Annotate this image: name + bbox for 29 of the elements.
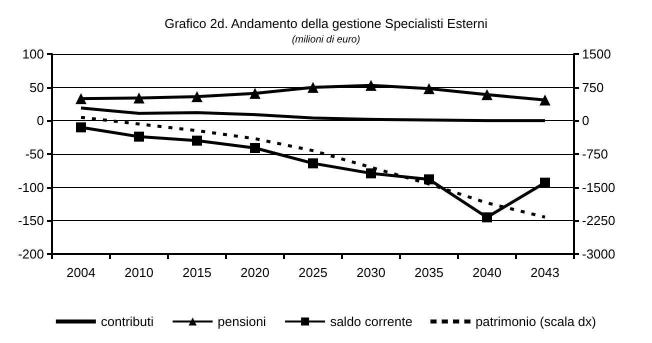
x-tick-label: 2020 [240, 265, 270, 280]
legend-label: contributi [100, 314, 154, 329]
y2-tick-label: 1500 [582, 46, 611, 62]
chart-subtitle: (milioni di euro) [292, 34, 360, 46]
x-tick-label: 2015 [182, 265, 212, 280]
y-tick-label: 50 [30, 80, 44, 95]
y-tick-label: -150 [18, 213, 44, 228]
x-tick-label: 2043 [530, 265, 560, 280]
y-tick-label: -50 [25, 146, 44, 162]
x-tick-label: 2040 [472, 265, 502, 280]
y-tick-label: -200 [18, 246, 44, 262]
y2-tick-label: -1500 [582, 180, 616, 195]
x-tick-label: 2010 [124, 265, 154, 280]
legend-label: saldo corrente [330, 314, 412, 329]
chart-title: Grafico 2d. Andamento della gestione Specialisti Esterni [164, 16, 488, 31]
legend-label: patrimonio (scala dx) [475, 314, 596, 329]
y-tick-label: -100 [18, 180, 44, 195]
x-tick-label: 2035 [414, 265, 444, 280]
y-tick-label: 0 [36, 113, 44, 128]
y2-tick-label: 750 [582, 80, 604, 95]
y-tick-label: 100 [22, 46, 44, 62]
y2-tick-label: -2250 [582, 213, 616, 228]
y2-tick-label: -750 [582, 146, 608, 162]
x-tick-label: 2025 [298, 265, 328, 280]
legend-label: pensioni [218, 314, 266, 329]
y2-tick-label: 0 [582, 113, 590, 128]
x-tick-label: 2030 [356, 265, 386, 280]
x-tick-label: 2004 [66, 265, 96, 280]
y2-tick-label: -3000 [582, 246, 616, 262]
